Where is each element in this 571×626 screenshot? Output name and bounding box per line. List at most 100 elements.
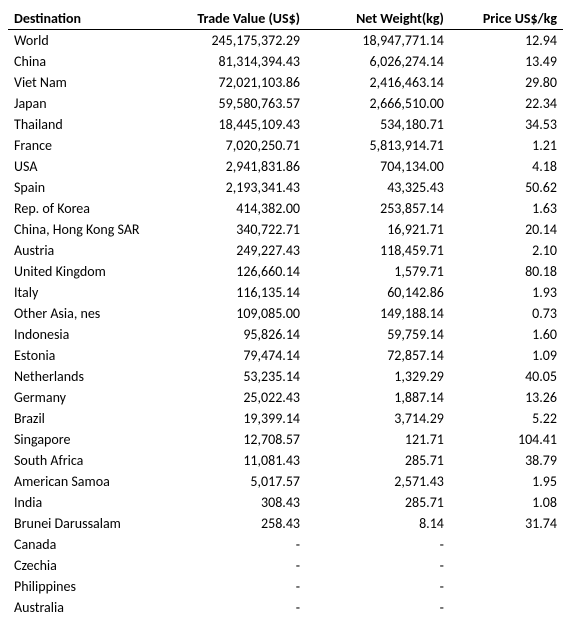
cell-trade-value: 245,175,372.29 [162, 30, 306, 52]
cell-trade-value: 11,081.43 [162, 450, 306, 471]
cell-destination: Italy [8, 282, 162, 303]
cell-trade-value: 2,941,831.86 [162, 156, 306, 177]
table-row: Philippines-- [8, 576, 563, 597]
cell-price: 104.41 [450, 429, 563, 450]
cell-price: 38.79 [450, 450, 563, 471]
cell-destination: Spain [8, 177, 162, 198]
trade-table: Destination Trade Value (US$) Net Weight… [8, 8, 563, 618]
cell-destination: Canada [8, 534, 162, 555]
cell-price: 5.22 [450, 408, 563, 429]
cell-net-weight: 2,416,463.14 [306, 72, 450, 93]
cell-net-weight: 3,714.29 [306, 408, 450, 429]
cell-trade-value: 2,193,341.43 [162, 177, 306, 198]
table-row: Czechia-- [8, 555, 563, 576]
cell-destination: Thailand [8, 114, 162, 135]
cell-trade-value: 116,135.14 [162, 282, 306, 303]
cell-destination: United Kingdom [8, 261, 162, 282]
cell-destination: Brazil [8, 408, 162, 429]
cell-net-weight: 285.71 [306, 492, 450, 513]
cell-net-weight: 285.71 [306, 450, 450, 471]
table-row: Canada-- [8, 534, 563, 555]
cell-net-weight: 704,134.00 [306, 156, 450, 177]
cell-trade-value: 72,021,103.86 [162, 72, 306, 93]
cell-destination: Australia [8, 597, 162, 618]
table-row: China81,314,394.436,026,274.1413.49 [8, 51, 563, 72]
header-row: Destination Trade Value (US$) Net Weight… [8, 8, 563, 30]
cell-price: 4.18 [450, 156, 563, 177]
cell-net-weight: - [306, 555, 450, 576]
table-row: Thailand18,445,109.43534,180.7134.53 [8, 114, 563, 135]
cell-trade-value: 308.43 [162, 492, 306, 513]
col-price: Price US$/kg [450, 8, 563, 30]
cell-trade-value: 95,826.14 [162, 324, 306, 345]
cell-net-weight: - [306, 534, 450, 555]
table-row: Other Asia, nes109,085.00149,188.140.73 [8, 303, 563, 324]
cell-destination: China, Hong Kong SAR [8, 219, 162, 240]
cell-net-weight: 59,759.14 [306, 324, 450, 345]
cell-destination: Indonesia [8, 324, 162, 345]
cell-trade-value: 414,382.00 [162, 198, 306, 219]
cell-net-weight: 118,459.71 [306, 240, 450, 261]
table-row: Spain2,193,341.4343,325.4350.62 [8, 177, 563, 198]
cell-price: 12.94 [450, 30, 563, 52]
cell-destination: Viet Nam [8, 72, 162, 93]
table-row: Germany25,022.431,887.1413.26 [8, 387, 563, 408]
cell-trade-value: 18,445,109.43 [162, 114, 306, 135]
cell-price: 20.14 [450, 219, 563, 240]
cell-price: 31.74 [450, 513, 563, 534]
cell-net-weight: - [306, 576, 450, 597]
cell-trade-value: 109,085.00 [162, 303, 306, 324]
cell-price: 29.80 [450, 72, 563, 93]
cell-trade-value: 59,580,763.57 [162, 93, 306, 114]
cell-price: 40.05 [450, 366, 563, 387]
cell-price: 1.95 [450, 471, 563, 492]
table-row: Italy116,135.1460,142.861.93 [8, 282, 563, 303]
table-row: Netherlands53,235.141,329.2940.05 [8, 366, 563, 387]
cell-price: 1.09 [450, 345, 563, 366]
cell-price: 2.10 [450, 240, 563, 261]
cell-trade-value: 12,708.57 [162, 429, 306, 450]
cell-destination: Germany [8, 387, 162, 408]
cell-price: 0.73 [450, 303, 563, 324]
cell-price: 13.49 [450, 51, 563, 72]
cell-trade-value: 258.43 [162, 513, 306, 534]
table-row: Estonia79,474.1472,857.141.09 [8, 345, 563, 366]
cell-destination: Estonia [8, 345, 162, 366]
cell-price: 13.26 [450, 387, 563, 408]
table-row: Indonesia95,826.1459,759.141.60 [8, 324, 563, 345]
cell-net-weight: 1,887.14 [306, 387, 450, 408]
cell-trade-value: 19,399.14 [162, 408, 306, 429]
cell-trade-value: - [162, 555, 306, 576]
cell-net-weight: 534,180.71 [306, 114, 450, 135]
cell-price: 1.60 [450, 324, 563, 345]
cell-net-weight: 16,921.71 [306, 219, 450, 240]
table-row: Australia-- [8, 597, 563, 618]
cell-destination: France [8, 135, 162, 156]
cell-net-weight: 72,857.14 [306, 345, 450, 366]
cell-price: 80.18 [450, 261, 563, 282]
cell-destination: Singapore [8, 429, 162, 450]
cell-price [450, 555, 563, 576]
cell-net-weight: 253,857.14 [306, 198, 450, 219]
table-row: China, Hong Kong SAR340,722.7116,921.712… [8, 219, 563, 240]
cell-net-weight: 2,666,510.00 [306, 93, 450, 114]
cell-price [450, 597, 563, 618]
cell-trade-value: - [162, 597, 306, 618]
cell-net-weight: 18,947,771.14 [306, 30, 450, 52]
cell-net-weight: 60,142.86 [306, 282, 450, 303]
cell-destination: China [8, 51, 162, 72]
cell-price: 34.53 [450, 114, 563, 135]
cell-destination: Netherlands [8, 366, 162, 387]
col-trade-value: Trade Value (US$) [162, 8, 306, 30]
cell-trade-value: 249,227.43 [162, 240, 306, 261]
cell-destination: Philippines [8, 576, 162, 597]
cell-price [450, 576, 563, 597]
cell-net-weight: 1,579.71 [306, 261, 450, 282]
cell-destination: USA [8, 156, 162, 177]
table-row: Brunei Darussalam258.438.1431.74 [8, 513, 563, 534]
cell-trade-value: - [162, 534, 306, 555]
cell-trade-value: - [162, 576, 306, 597]
cell-destination: World [8, 30, 162, 52]
cell-price: 1.93 [450, 282, 563, 303]
cell-destination: Brunei Darussalam [8, 513, 162, 534]
